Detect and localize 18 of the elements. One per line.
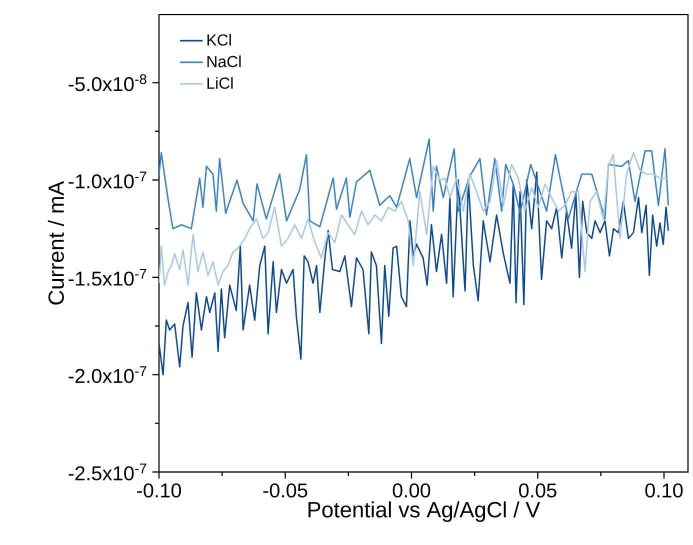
line-series — [159, 152, 668, 286]
x-tick-label: 0.00 — [392, 483, 430, 498]
y-tick-label: -1.5x10$^{-7}$ — [68, 268, 146, 286]
y-tick-label: -2.0x10$^{-7}$ — [68, 366, 146, 384]
x-tick-label: -0.05 — [263, 483, 308, 498]
line-series — [159, 138, 670, 230]
y-axis-title: Current / mA — [48, 181, 64, 305]
y-tick-label: -5.0x10$^{-8}$ — [68, 74, 146, 92]
x-axis-title: Potential vs Ag/AgCl / V — [308, 501, 540, 522]
x-tick-label: -0.10 — [137, 483, 181, 498]
legend-label: NaCl — [207, 56, 241, 68]
legend-label: KCl — [207, 34, 231, 46]
y-tick-label: -1.0x10$^{-7}$ — [68, 172, 146, 188]
line-series — [159, 172, 670, 376]
x-tick-label: 0.10 — [645, 483, 683, 498]
y-tick-label: -2.5x10$^{-7}$ — [68, 464, 146, 480]
x-tick-label: 0.05 — [519, 483, 556, 498]
legend-label: LiCl — [207, 77, 233, 89]
